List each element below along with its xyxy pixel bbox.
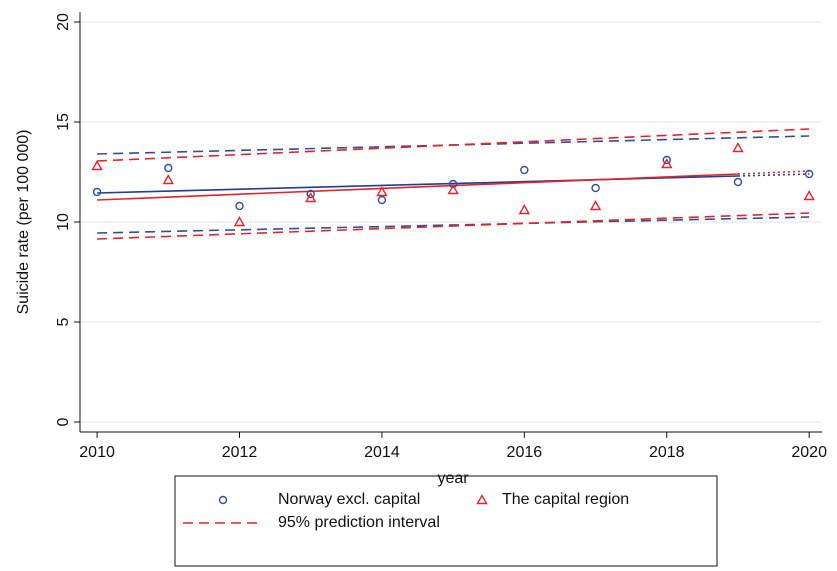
legend-label: The capital region bbox=[502, 491, 629, 508]
legend-marker bbox=[476, 494, 488, 505]
fit-line bbox=[737, 170, 810, 175]
legend-label: Norway excl. capital bbox=[278, 491, 420, 508]
y-axis-title: Suicide rate (per 100 000) bbox=[15, 130, 32, 315]
legend-marker bbox=[218, 495, 228, 505]
point bbox=[662, 155, 671, 165]
point bbox=[306, 189, 315, 199]
x-tick-label: 2014 bbox=[364, 444, 400, 461]
point bbox=[518, 204, 531, 215]
point bbox=[162, 174, 174, 185]
y-tick-label: 5 bbox=[55, 317, 72, 326]
point bbox=[520, 165, 529, 175]
legend-label: 95% prediction interval bbox=[278, 514, 440, 531]
point bbox=[305, 192, 317, 203]
y-tick-label: 10 bbox=[55, 213, 72, 231]
x-axis-title: year bbox=[437, 470, 469, 487]
interval-line bbox=[97, 212, 810, 240]
interval-line bbox=[97, 128, 810, 162]
x-tick-label: 2018 bbox=[649, 444, 685, 461]
y-tick-label: 15 bbox=[55, 113, 72, 131]
point bbox=[233, 216, 246, 227]
point bbox=[803, 190, 815, 201]
x-tick-label: 2012 bbox=[222, 444, 258, 461]
fit-line bbox=[737, 173, 810, 177]
point bbox=[235, 201, 244, 211]
y-tick-label: 20 bbox=[55, 13, 72, 31]
y-tick-label: 0 bbox=[55, 417, 72, 426]
point bbox=[164, 163, 173, 173]
point bbox=[91, 160, 103, 171]
fit-line bbox=[97, 173, 739, 201]
x-tick-label: 2016 bbox=[507, 444, 543, 461]
point bbox=[92, 187, 102, 197]
interval-line bbox=[97, 216, 810, 234]
legend-box bbox=[174, 475, 718, 567]
point bbox=[377, 195, 387, 205]
point bbox=[448, 179, 458, 189]
point bbox=[661, 158, 673, 169]
point bbox=[732, 142, 744, 153]
point bbox=[733, 177, 743, 187]
point bbox=[376, 186, 388, 197]
x-tick-label: 2010 bbox=[79, 444, 115, 461]
x-tick-label: 2020 bbox=[791, 444, 827, 461]
point bbox=[589, 200, 602, 211]
point bbox=[804, 169, 814, 179]
point bbox=[591, 183, 600, 193]
point bbox=[447, 184, 459, 195]
